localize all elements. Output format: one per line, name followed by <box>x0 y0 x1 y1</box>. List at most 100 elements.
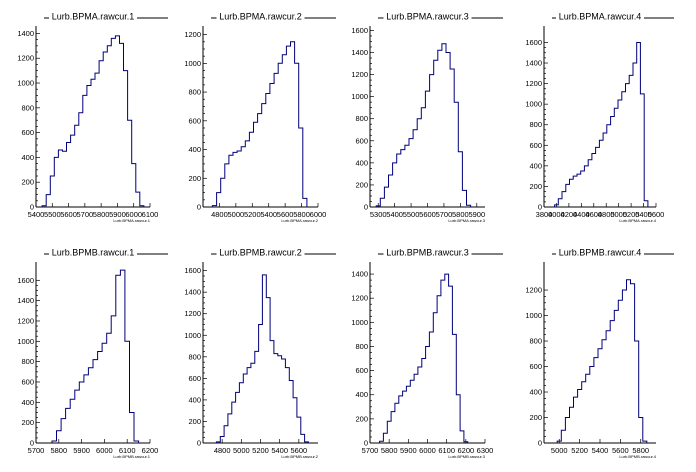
y-tick-label: 400 <box>21 153 34 162</box>
x-tick-label: 5600 <box>60 210 77 219</box>
histogram-panel: Lurb.BPMB.rawcur.1 0 200 400 600 800 1000 1200 1… <box>17 248 168 459</box>
x-tick-label: 5400 <box>28 210 45 219</box>
x-tick-label: 4600 <box>585 210 602 219</box>
y-tick-label: 1200 <box>17 54 34 63</box>
x-tick-label: 5900 <box>468 210 485 219</box>
y-tick-label: 600 <box>21 128 34 137</box>
y-tick-label: 800 <box>355 342 368 351</box>
x-tick-label: 6000 <box>419 446 436 455</box>
panel-title: Lurb.BPMA.rawcur.3 <box>386 12 469 22</box>
y-tick-label: 1000 <box>184 331 201 340</box>
histogram-panel: Lurb.BPMA.rawcur.3 0 200 400 600 800 1000 1200 1… <box>351 12 503 223</box>
x-tick-label: 5000 <box>228 210 245 219</box>
y-tick-label: 1200 <box>525 286 542 295</box>
panel-title: Lurb.BPMB.rawcur.3 <box>386 248 469 258</box>
y-tick-label: 400 <box>355 390 368 399</box>
y-tick-label: 600 <box>355 366 368 375</box>
y-tick-label: 600 <box>529 362 542 371</box>
x-tick-label: 5700 <box>77 210 94 219</box>
y-tick-label: 200 <box>355 180 368 189</box>
y-tick-label: 0 <box>197 439 201 448</box>
y-tick-label: 1000 <box>525 311 542 320</box>
x-tick-label: 5700 <box>436 210 453 219</box>
x-axis-label: Lurb.BPMA.rawcur.4 <box>619 218 656 223</box>
y-tick-label: 0 <box>538 203 542 212</box>
x-tick-label: 5800 <box>50 446 67 455</box>
x-tick-label: 5300 <box>370 210 387 219</box>
histogram-panel: Lurb.BPMB.rawcur.3 0 200 400 600 800 1000 1200 1… <box>351 248 503 459</box>
y-tick-label: 1200 <box>351 294 368 303</box>
y-tick-label: 1000 <box>525 100 542 109</box>
x-tick-label: 5400 <box>635 210 652 219</box>
y-tick-label: 1000 <box>351 92 368 101</box>
y-tick-label: 800 <box>529 120 542 129</box>
x-tick-label: 5600 <box>277 210 294 219</box>
histogram-panel: Lurb.BPMB.rawcur.4 0 200 400 600 800 1000 1200 5… <box>525 248 674 459</box>
panel-title: Lurb.BPMA.rawcur.2 <box>219 12 302 22</box>
y-tick-label: 800 <box>188 88 201 97</box>
x-tick-label: 5400 <box>260 210 277 219</box>
y-tick-label: 800 <box>188 352 201 361</box>
histogram-series-line <box>211 41 308 207</box>
x-tick-label: 5000 <box>233 446 250 455</box>
y-tick-label: 400 <box>529 161 542 170</box>
y-tick-label: 200 <box>355 414 368 423</box>
y-tick-label: 200 <box>529 182 542 191</box>
y-tick-label: 1400 <box>17 29 34 38</box>
panel-title: Lurb.BPMB.rawcur.1 <box>52 248 135 258</box>
x-tick-label: 5000 <box>610 210 627 219</box>
x-axis-label: Lurb.BPMB.rawcur.2 <box>281 454 318 459</box>
y-tick-label: 600 <box>188 116 201 125</box>
y-tick-label: 0 <box>197 203 201 212</box>
x-tick-label: 5800 <box>381 446 398 455</box>
y-tick-label: 0 <box>364 203 368 212</box>
y-tick-label: 600 <box>529 141 542 150</box>
x-tick-label: 6100 <box>142 210 159 219</box>
y-tick-label: 1200 <box>184 309 201 318</box>
x-tick-label: 5600 <box>419 210 436 219</box>
x-tick-label: 5200 <box>623 210 640 219</box>
x-tick-label: 6300 <box>477 446 494 455</box>
y-tick-label: 1400 <box>351 48 368 57</box>
x-tick-label: 5800 <box>452 210 469 219</box>
y-tick-label: 1600 <box>184 266 201 275</box>
x-axis-label: Lurb.BPMA.rawcur.1 <box>113 218 150 223</box>
y-tick-label: 1200 <box>184 30 201 39</box>
x-axis-label: Lurb.BPMB.rawcur.3 <box>448 454 485 459</box>
y-tick-label: 200 <box>529 413 542 422</box>
x-tick-label: 5000 <box>551 446 568 455</box>
y-tick-label: 200 <box>21 178 34 187</box>
histogram-series-line <box>51 269 140 443</box>
y-tick-label: 600 <box>188 374 201 383</box>
x-tick-label: 6000 <box>125 210 142 219</box>
x-tick-label: 6100 <box>119 446 136 455</box>
x-axis-label: Lurb.BPMB.rawcur.1 <box>113 454 150 459</box>
y-tick-label: 200 <box>188 174 201 183</box>
y-tick-label: 400 <box>529 388 542 397</box>
y-tick-label: 1000 <box>351 318 368 327</box>
x-tick-label: 5700 <box>362 446 379 455</box>
panel-title: Lurb.BPMA.rawcur.4 <box>559 12 642 22</box>
histogram-series-line <box>375 43 472 207</box>
panel-title: Lurb.BPMA.rawcur.1 <box>52 12 135 22</box>
y-tick-label: 0 <box>30 203 34 212</box>
y-tick-label: 800 <box>529 337 542 346</box>
histogram-series-line <box>215 274 309 443</box>
x-tick-label: 5200 <box>252 446 269 455</box>
x-tick-label: 5400 <box>386 210 403 219</box>
histogram-panel: Lurb.BPMB.rawcur.2 0 200 400 600 800 1000 1200 1… <box>184 248 336 459</box>
x-tick-label: 6200 <box>142 446 159 455</box>
y-tick-label: 1600 <box>525 38 542 47</box>
y-tick-label: 1000 <box>184 59 201 68</box>
x-tick-label: 6000 <box>96 446 113 455</box>
x-tick-label: 4800 <box>214 446 231 455</box>
y-tick-label: 1400 <box>351 270 368 279</box>
x-tick-label: 5900 <box>109 210 126 219</box>
y-tick-label: 1600 <box>351 26 368 35</box>
y-tick-label: 1000 <box>17 79 34 88</box>
histogram-series-line <box>554 42 649 207</box>
x-tick-label: 5400 <box>592 446 609 455</box>
y-tick-label: 1200 <box>351 70 368 79</box>
x-tick-label: 4400 <box>573 210 590 219</box>
